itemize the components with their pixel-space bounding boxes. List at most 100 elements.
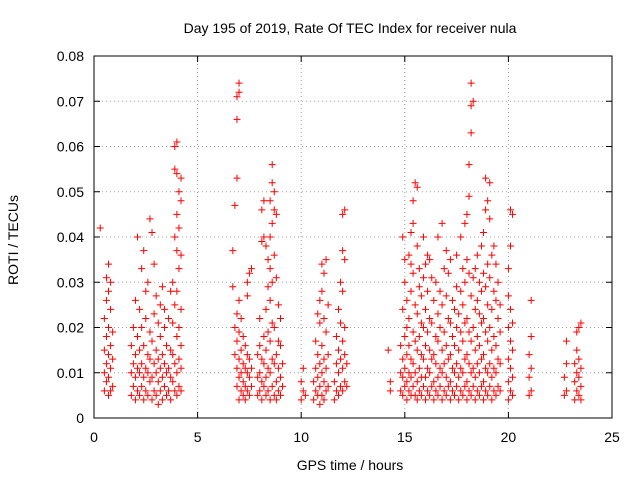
data-point: [399, 373, 407, 381]
data-point: [105, 391, 113, 399]
data-point: [262, 305, 270, 313]
x-tick-label: 15: [397, 429, 413, 445]
data-point: [245, 269, 253, 277]
data-point: [245, 355, 253, 363]
data-point: [177, 174, 185, 182]
data-point: [231, 351, 239, 359]
data-point: [173, 333, 181, 341]
data-point: [158, 373, 166, 381]
data-point: [461, 278, 469, 286]
x-axis-label: GPS time / hours: [297, 457, 404, 473]
data-point: [424, 328, 432, 336]
data-point: [417, 292, 425, 300]
data-point: [318, 369, 326, 377]
x-tick-label: 5: [194, 429, 202, 445]
data-point: [496, 360, 504, 368]
data-point: [272, 274, 280, 282]
data-point: [405, 369, 413, 377]
data-point: [270, 188, 278, 196]
data-point: [504, 292, 512, 300]
data-point: [341, 324, 349, 331]
data-point: [419, 355, 427, 363]
data-point: [100, 369, 108, 377]
data-point: [337, 319, 345, 327]
data-point: [173, 247, 181, 255]
data-point: [330, 378, 338, 386]
data-point: [156, 301, 164, 309]
data-point: [254, 373, 262, 381]
data-point: [409, 360, 417, 368]
data-point: [160, 305, 168, 313]
data-point: [339, 364, 347, 372]
data-point: [484, 260, 492, 268]
data-point: [247, 382, 255, 390]
data-point: [467, 129, 475, 137]
data-point: [270, 360, 278, 368]
data-point: [525, 373, 533, 381]
data-point: [102, 333, 110, 341]
data-point: [264, 387, 272, 395]
data-point: [448, 387, 456, 395]
data-point: [173, 210, 181, 218]
data-point: [175, 224, 183, 232]
x-axis-ticks: 0 5 10 15 20 25: [90, 56, 620, 445]
data-point: [467, 292, 475, 300]
data-point: [167, 287, 175, 295]
data-point: [415, 333, 423, 341]
data-point: [254, 391, 262, 399]
data-point: [320, 314, 328, 322]
data-point: [467, 369, 475, 377]
data-point: [127, 391, 135, 399]
data-point: [436, 382, 444, 390]
data-point: [432, 387, 440, 395]
data-point: [229, 283, 237, 291]
data-point: [486, 215, 494, 223]
data-point: [453, 360, 461, 368]
data-point: [343, 360, 351, 368]
data-point: [527, 387, 535, 395]
data-point: [446, 396, 454, 404]
data-point: [446, 319, 454, 327]
data-point: [136, 369, 144, 377]
data-point: [434, 233, 442, 241]
data-point: [434, 373, 442, 381]
y-tick-label: 0.04: [57, 229, 84, 245]
data-point: [417, 351, 425, 359]
data-point: [330, 396, 338, 404]
data-point: [399, 305, 407, 313]
data-point: [509, 391, 517, 399]
data-point: [339, 210, 347, 218]
data-point: [422, 305, 430, 313]
data-point: [237, 387, 245, 395]
data-point: [399, 233, 407, 241]
data-point: [264, 256, 272, 264]
data-point: [473, 387, 481, 395]
data-point: [258, 378, 266, 386]
data-point: [270, 391, 278, 399]
data-point: [469, 382, 477, 390]
data-point: [158, 283, 166, 291]
data-point: [318, 287, 326, 295]
data-point: [105, 260, 113, 268]
data-point: [314, 351, 322, 359]
data-point: [509, 373, 517, 381]
data-point: [163, 342, 171, 350]
data-point: [233, 115, 241, 123]
data-point: [463, 314, 471, 322]
data-point: [415, 283, 423, 291]
data-point: [160, 324, 168, 331]
data-point: [504, 265, 512, 273]
data-point: [467, 102, 475, 110]
data-point: [473, 251, 481, 259]
data-point: [160, 382, 168, 390]
data-point: [175, 382, 183, 390]
data-point: [413, 378, 421, 386]
data-point: [444, 382, 452, 390]
data-point: [459, 369, 467, 377]
data-point: [274, 301, 282, 309]
data-point: [146, 215, 154, 223]
data-point: [339, 287, 347, 295]
data-point: [316, 400, 324, 408]
data-point: [480, 378, 488, 386]
data-point: [455, 310, 463, 318]
